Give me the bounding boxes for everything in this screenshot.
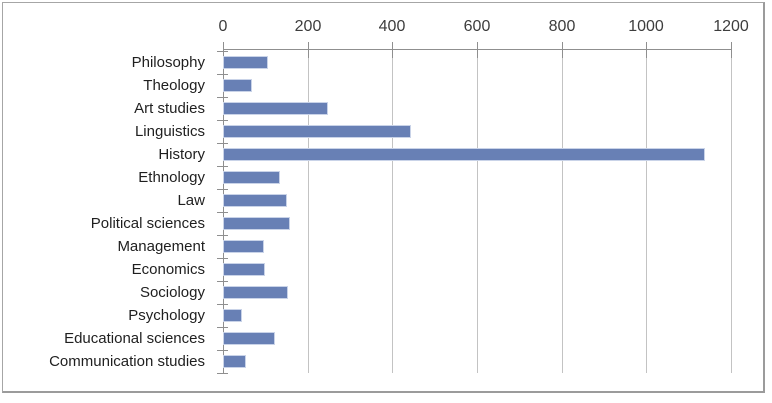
bar-communication-studies[interactable] bbox=[222, 355, 247, 368]
y-axis-tick bbox=[217, 304, 228, 305]
category-label-economics: Economics bbox=[131, 261, 205, 278]
y-axis-tick bbox=[217, 51, 228, 52]
gridline-x-600 bbox=[477, 49, 478, 373]
gridline-x-1200 bbox=[731, 49, 732, 373]
category-label-sociology: Sociology bbox=[139, 284, 205, 301]
gridline-x-1000 bbox=[646, 49, 647, 373]
y-axis-line bbox=[223, 49, 224, 373]
y-axis-tick bbox=[217, 258, 228, 259]
bar-ethnology[interactable] bbox=[222, 171, 281, 184]
y-axis-tick bbox=[217, 120, 228, 121]
chart-frame: 0 200 400 600 800 1000 1200 Philosophy Theology A… bbox=[2, 2, 765, 393]
category-label-educational-sciences: Educational sciences bbox=[64, 330, 205, 347]
y-axis-tick bbox=[217, 327, 228, 328]
x-axis-tick bbox=[308, 42, 309, 58]
gridline-x-400 bbox=[392, 49, 393, 373]
y-axis-tick bbox=[217, 143, 228, 144]
x-axis-tick bbox=[646, 42, 647, 58]
x-axis-tick-label: 1000 bbox=[628, 18, 664, 35]
x-axis-tick-label: 1200 bbox=[713, 18, 749, 35]
x-axis-tick-label: 400 bbox=[378, 18, 406, 35]
category-label-communication-studies: Communication studies bbox=[49, 353, 205, 370]
bar-art-studies[interactable] bbox=[223, 102, 328, 115]
x-axis-tick-label: 200 bbox=[294, 18, 322, 35]
category-label-ethnology: Ethnology bbox=[138, 169, 205, 186]
y-axis-tick bbox=[217, 373, 228, 374]
x-axis-line bbox=[223, 49, 732, 50]
gridline-x-200 bbox=[308, 49, 309, 373]
y-axis-tick bbox=[217, 189, 228, 190]
gridline-x-800 bbox=[562, 49, 563, 373]
bar-history[interactable] bbox=[222, 148, 706, 161]
category-label-political-sciences: Political sciences bbox=[90, 215, 205, 232]
category-label-theology: Theology bbox=[143, 77, 205, 94]
bar-sociology[interactable] bbox=[223, 286, 288, 299]
bar-philosophy[interactable] bbox=[222, 56, 269, 69]
category-label-philosophy: Philosophy bbox=[131, 54, 205, 71]
plot-area: 0 200 400 600 800 1000 1200 Philosophy Theology A… bbox=[3, 3, 763, 391]
x-axis-tick-label: 0 bbox=[218, 18, 228, 35]
bar-political-sciences[interactable] bbox=[223, 217, 290, 230]
y-axis-tick bbox=[217, 166, 228, 167]
bar-law[interactable] bbox=[223, 194, 287, 207]
category-label-management: Management bbox=[117, 238, 205, 255]
y-axis-tick bbox=[217, 350, 228, 351]
x-axis-tick-label: 600 bbox=[463, 18, 491, 35]
y-axis-tick bbox=[217, 281, 228, 282]
category-label-psychology: Psychology bbox=[128, 307, 205, 324]
category-label-law: Law bbox=[177, 192, 205, 209]
x-axis-tick-label: 800 bbox=[548, 18, 576, 35]
y-axis-tick bbox=[217, 74, 228, 75]
bar-economics[interactable] bbox=[223, 263, 265, 276]
y-axis-tick bbox=[217, 235, 228, 236]
category-label-linguistics: Linguistics bbox=[134, 123, 205, 140]
x-axis-tick bbox=[477, 42, 478, 58]
bar-theology[interactable] bbox=[223, 79, 252, 92]
x-axis-tick bbox=[731, 42, 732, 58]
y-axis-tick bbox=[217, 212, 228, 213]
x-axis-tick bbox=[562, 42, 563, 58]
bar-educational-sciences[interactable] bbox=[223, 332, 275, 345]
y-axis-tick bbox=[217, 97, 228, 98]
bar-psychology[interactable] bbox=[223, 309, 242, 322]
category-label-history: History bbox=[158, 146, 205, 163]
bar-linguistics[interactable] bbox=[222, 125, 412, 138]
category-label-art-studies: Art studies bbox=[134, 100, 205, 117]
bar-management[interactable] bbox=[223, 240, 264, 253]
x-axis-tick bbox=[392, 42, 393, 58]
